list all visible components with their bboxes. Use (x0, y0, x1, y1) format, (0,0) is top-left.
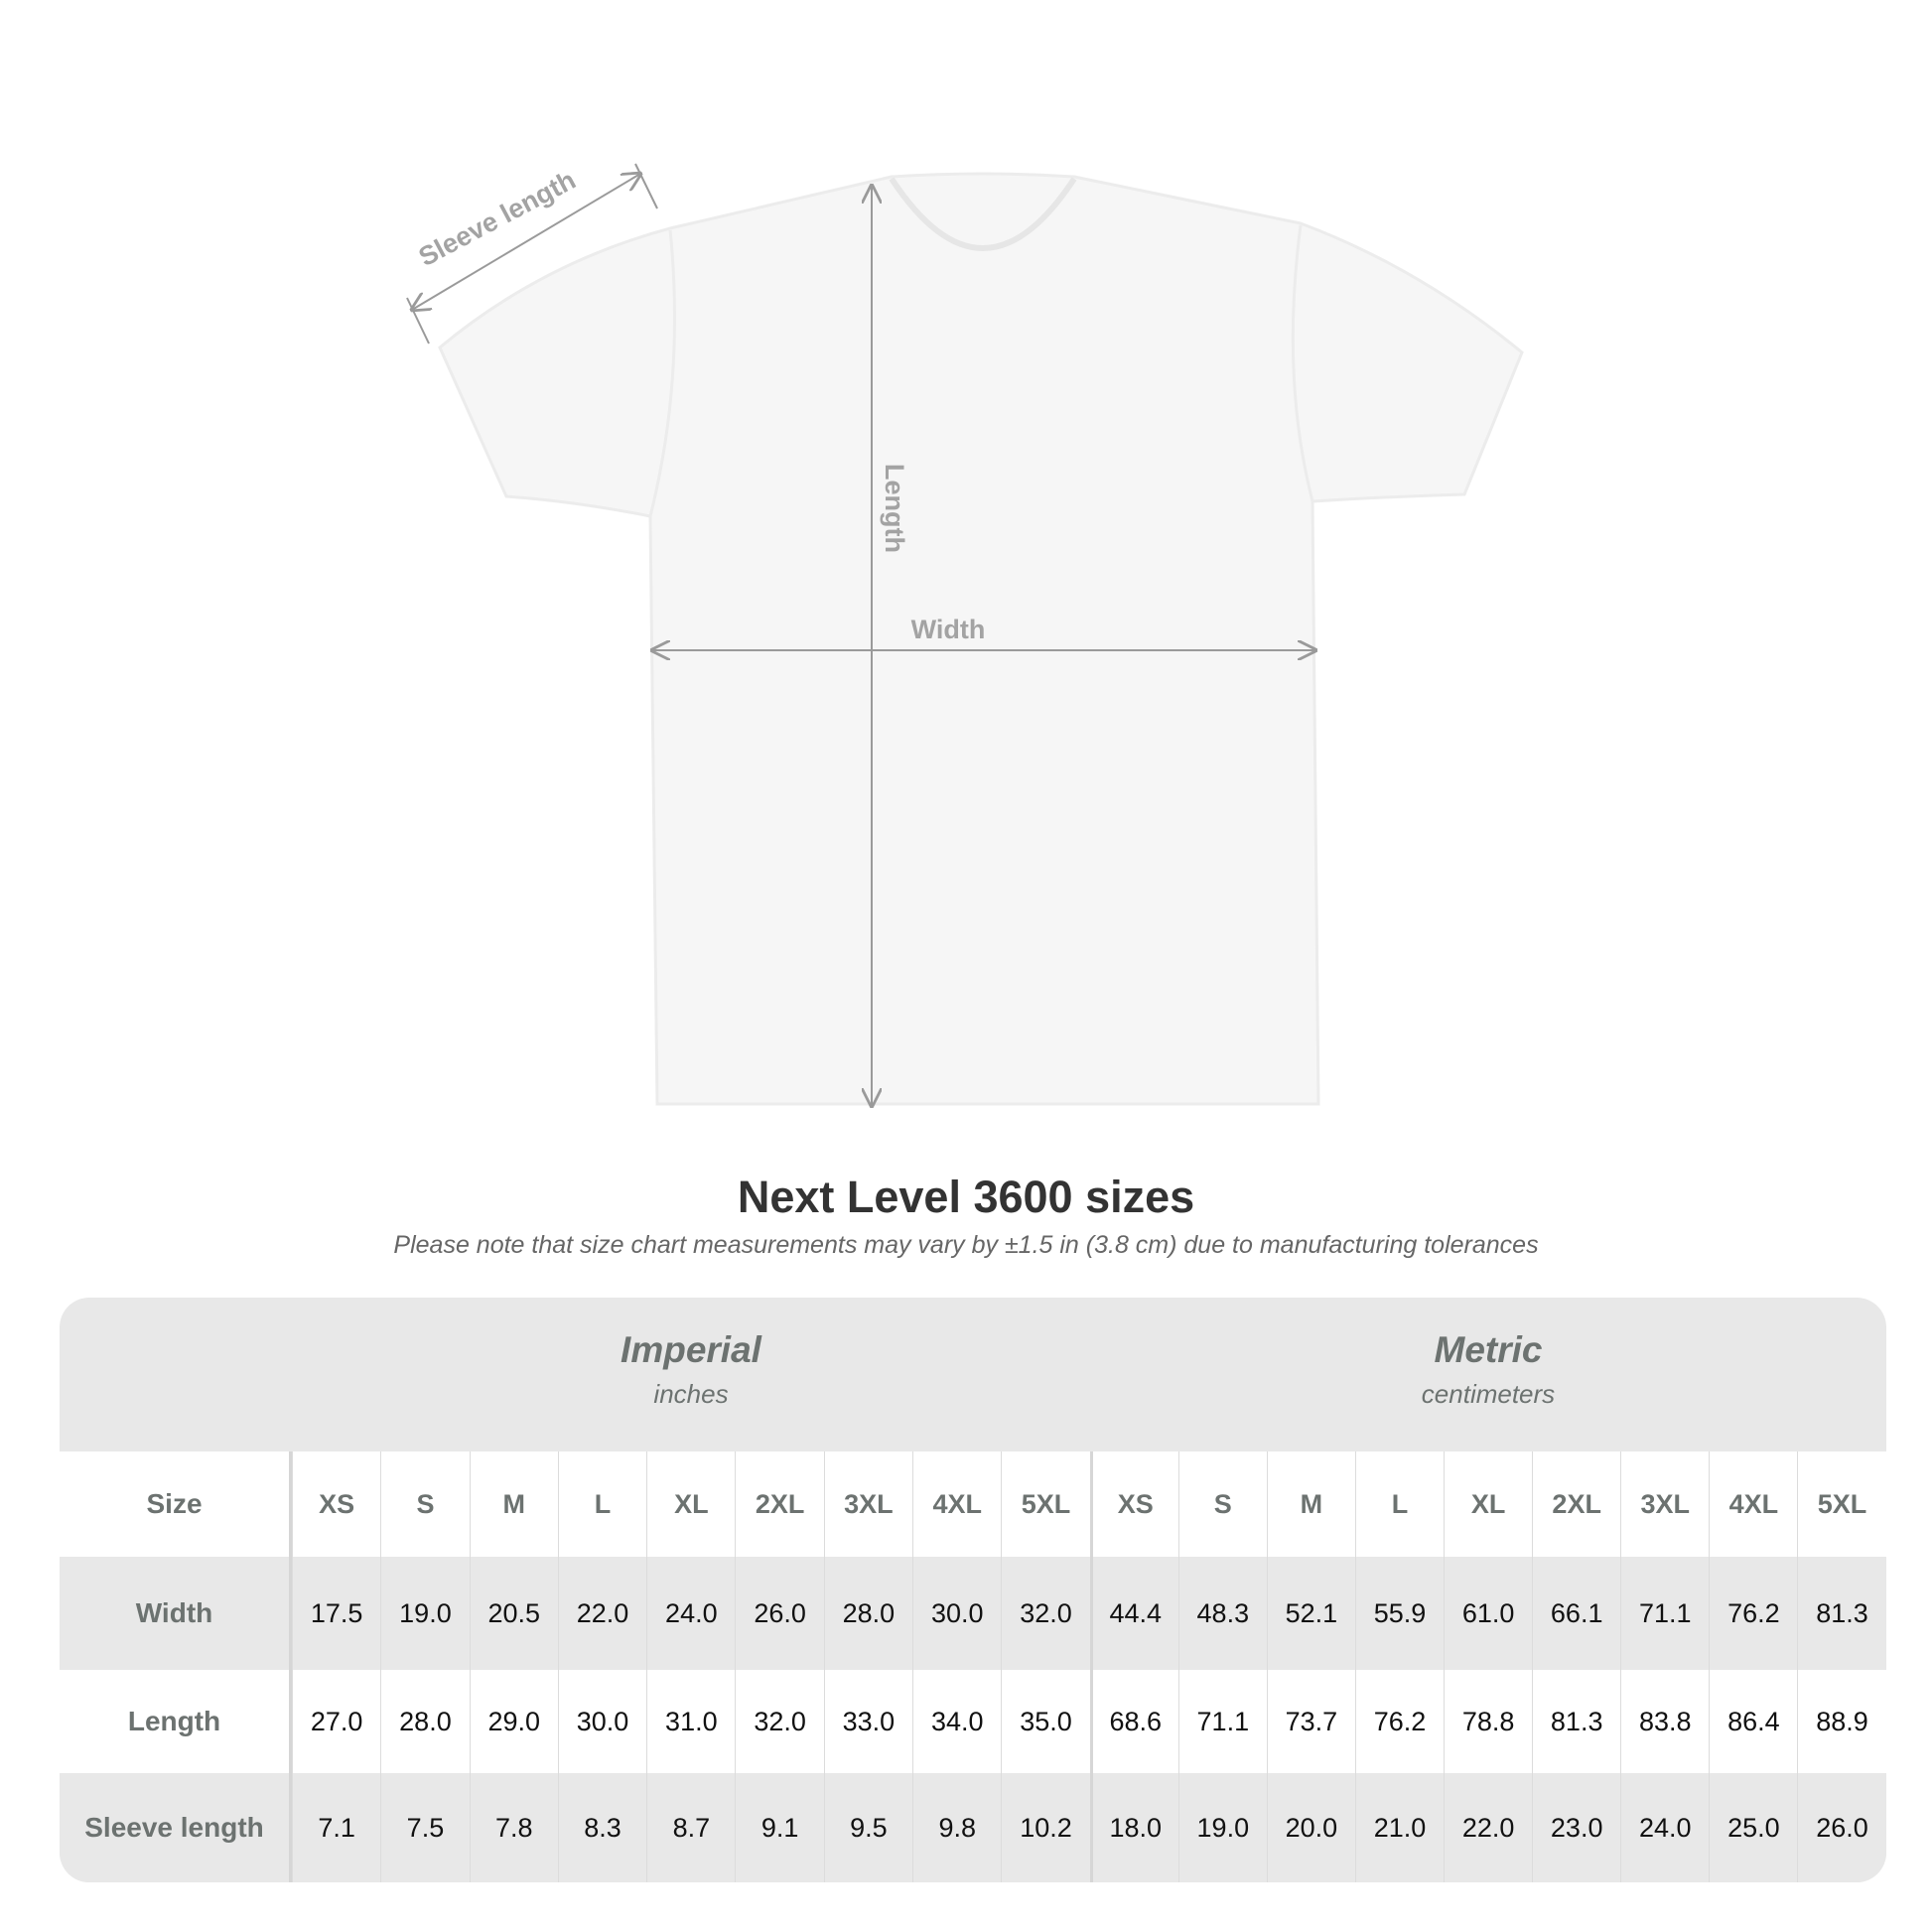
imperial-value: 32.0 (735, 1670, 823, 1773)
imperial-value: 8.7 (646, 1773, 735, 1882)
metric-value: 23.0 (1532, 1773, 1620, 1882)
size-header: XL (1444, 1451, 1532, 1557)
row-label: Width (60, 1557, 292, 1670)
metric-value: 83.8 (1620, 1670, 1709, 1773)
imperial-value: 9.1 (735, 1773, 823, 1882)
imperial-value: 10.2 (1001, 1773, 1089, 1882)
size-header-row: Size XS S M L XL 2XL 3XL 4XL 5XL XS S M L XL 2XL 3XL 4XL 5… (60, 1451, 1886, 1557)
tshirt-diagram: Sleeve length Length Width (406, 163, 1524, 1152)
metric-value: 88.9 (1797, 1670, 1885, 1773)
size-header: 3XL (1620, 1451, 1709, 1557)
metric-value: 44.4 (1089, 1557, 1178, 1670)
tolerance-note: Please note that size chart measurements… (393, 1231, 1539, 1259)
imperial-value: 8.3 (557, 1773, 646, 1882)
imperial-value: 7.1 (292, 1773, 380, 1882)
metric-value: 81.3 (1797, 1557, 1885, 1670)
size-header: M (1266, 1451, 1355, 1557)
imperial-value: 22.0 (557, 1557, 646, 1670)
metric-value: 20.0 (1266, 1773, 1355, 1882)
metric-value: 21.0 (1354, 1773, 1444, 1882)
metric-value: 52.1 (1266, 1557, 1355, 1670)
size-header: 4XL (1709, 1451, 1797, 1557)
sleeve-length-arrow (406, 163, 658, 345)
metric-value: 68.6 (1089, 1670, 1178, 1773)
size-header: S (380, 1451, 469, 1557)
size-header: 2XL (1532, 1451, 1620, 1557)
metric-unit: centimeters (1421, 1379, 1556, 1409)
metric-value: 55.9 (1354, 1557, 1444, 1670)
sleeve-length-label: Sleeve length (414, 165, 581, 272)
metric-value: 25.0 (1709, 1773, 1797, 1882)
metric-value: 22.0 (1444, 1773, 1532, 1882)
metric-title: Metric (1434, 1329, 1543, 1370)
row-label: Length (60, 1670, 292, 1773)
imperial-value: 28.0 (380, 1670, 469, 1773)
imperial-unit: inches (653, 1379, 729, 1409)
imperial-header: Imperial inches (292, 1298, 1090, 1451)
length-label: Length (880, 464, 909, 553)
metric-value: 81.3 (1532, 1670, 1620, 1773)
imperial-value: 7.5 (380, 1773, 469, 1882)
metric-value: 86.4 (1709, 1670, 1797, 1773)
size-header: S (1177, 1451, 1267, 1557)
metric-value: 78.8 (1444, 1670, 1532, 1773)
imperial-value: 19.0 (380, 1557, 469, 1670)
imperial-value: 30.0 (912, 1557, 1001, 1670)
table-row: Width 17.5 19.0 20.5 22.0 24.0 26.0 28.0 30.0 32.… (60, 1557, 1886, 1670)
imperial-value: 9.5 (823, 1773, 912, 1882)
metric-value: 18.0 (1089, 1773, 1178, 1882)
metric-value: 73.7 (1266, 1670, 1355, 1773)
metric-value: 66.1 (1532, 1557, 1620, 1670)
size-header: 3XL (823, 1451, 912, 1557)
metric-value: 76.2 (1709, 1557, 1797, 1670)
imperial-value: 9.8 (912, 1773, 1001, 1882)
metric-value: 71.1 (1177, 1670, 1267, 1773)
metric-value: 71.1 (1620, 1557, 1709, 1670)
size-header: 5XL (1001, 1451, 1089, 1557)
imperial-value: 34.0 (912, 1670, 1001, 1773)
size-header: L (557, 1451, 646, 1557)
size-header: 2XL (735, 1451, 823, 1557)
table-row: Length 27.0 28.0 29.0 30.0 31.0 32.0 33.0 34.0 35… (60, 1670, 1886, 1773)
imperial-value: 31.0 (646, 1670, 735, 1773)
size-label: Size (60, 1451, 292, 1557)
width-label: Width (911, 615, 986, 644)
size-header: M (469, 1451, 558, 1557)
imperial-value: 27.0 (292, 1670, 380, 1773)
imperial-value: 29.0 (469, 1670, 558, 1773)
imperial-value: 33.0 (823, 1670, 912, 1773)
metric-value: 24.0 (1620, 1773, 1709, 1882)
table-row: Sleeve length 7.1 7.5 7.8 8.3 8.7 9.1 9.5 9.8 10.… (60, 1773, 1886, 1882)
row-label: Sleeve length (60, 1773, 292, 1882)
collar (889, 177, 1077, 251)
imperial-value: 28.0 (823, 1557, 912, 1670)
size-header: XS (1089, 1451, 1178, 1557)
size-header: XL (646, 1451, 735, 1557)
imperial-value: 35.0 (1001, 1670, 1089, 1773)
page-title: Next Level 3600 sizes (737, 1172, 1195, 1222)
metric-value: 76.2 (1354, 1670, 1444, 1773)
imperial-value: 17.5 (292, 1557, 380, 1670)
size-table: Imperial inches Metric centimeters Size X… (60, 1298, 1886, 1882)
size-header: 5XL (1797, 1451, 1885, 1557)
metric-value: 19.0 (1177, 1773, 1267, 1882)
size-header: XS (292, 1451, 380, 1557)
size-header: L (1354, 1451, 1444, 1557)
size-header: 4XL (912, 1451, 1001, 1557)
metric-value: 48.3 (1177, 1557, 1267, 1670)
imperial-value: 20.5 (469, 1557, 558, 1670)
imperial-value: 7.8 (469, 1773, 558, 1882)
imperial-value: 24.0 (646, 1557, 735, 1670)
imperial-value: 26.0 (735, 1557, 823, 1670)
imperial-value: 32.0 (1001, 1557, 1089, 1670)
imperial-title: Imperial (621, 1329, 761, 1370)
metric-value: 26.0 (1797, 1773, 1885, 1882)
metric-header: Metric centimeters (1090, 1298, 1886, 1451)
metric-value: 61.0 (1444, 1557, 1532, 1670)
imperial-value: 30.0 (557, 1670, 646, 1773)
